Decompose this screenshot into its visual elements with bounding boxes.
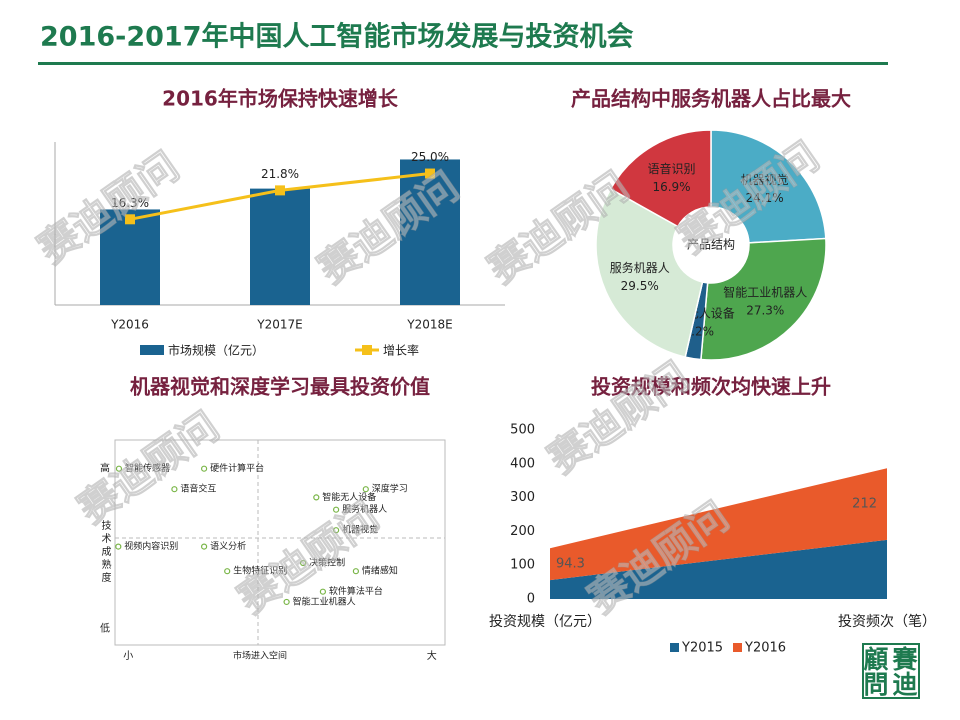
point: [224, 568, 231, 575]
y-tick-label: 500: [510, 423, 535, 438]
y-tick-label: 0: [527, 592, 535, 607]
logo: 賽迪顧問: [860, 643, 920, 699]
point-label: 生物特征识别: [233, 565, 287, 577]
point-label: 语义分析: [210, 540, 246, 552]
slide-title: 2016-2017年中国人工智能市场发展与投资机会: [40, 21, 634, 53]
point: [333, 506, 340, 513]
title-rule: [38, 62, 888, 65]
legend-label: Y2016: [744, 641, 786, 656]
area: [550, 539, 887, 599]
y-tick-label: 低: [100, 622, 110, 635]
pie-slice: [595, 187, 704, 358]
slice-label: 智能工业机器人: [723, 285, 807, 300]
plot-frame: [114, 439, 446, 646]
point-label: 软件算法平台: [329, 585, 383, 597]
legend-swatch: [140, 345, 164, 355]
point: [319, 588, 326, 595]
slice-value: 24.1%: [746, 191, 784, 205]
slice-label: 机器视觉: [741, 172, 789, 187]
y-axis-label: 技术成熟度: [99, 519, 111, 585]
slice-label: 语音识别: [647, 161, 695, 176]
pie-slice: [609, 129, 712, 228]
y-tick-label: 300: [510, 490, 535, 505]
point-label: 深度学习: [372, 483, 408, 495]
bar: [100, 209, 160, 305]
point-label: 决策控制: [309, 557, 345, 569]
point: [201, 465, 208, 472]
watermark: 赛迪顾问: [540, 354, 697, 483]
x-tick-label: 投资频次（笔）: [838, 614, 936, 630]
point-label: 情绪感知: [362, 565, 398, 577]
point-label: 硬件计算平台: [210, 462, 264, 474]
legend-label: 增长率: [383, 343, 419, 358]
y-tick-label: 400: [510, 456, 535, 471]
chart-title: 产品结构中服务机器人占比最大: [571, 87, 851, 111]
point-label: 智能工业机器人: [293, 595, 356, 607]
y-tick-label: 200: [510, 524, 535, 539]
legend-label: 市场规模（亿元）: [168, 343, 264, 358]
point: [352, 568, 359, 575]
point-label: 服务机器人: [342, 503, 387, 515]
slice-value: 16.9%: [652, 180, 690, 194]
point: [115, 543, 122, 550]
y-tick-label: 100: [510, 558, 535, 573]
point-label: 机器视觉: [342, 524, 378, 536]
center-label: 产品结构: [687, 237, 735, 252]
point-label: 视频内容识别: [124, 540, 178, 552]
data-label: 21.8%: [261, 167, 299, 181]
chart-title: 投资规模和频次均快速上升: [591, 375, 831, 399]
point-label: 语音交互: [180, 483, 216, 495]
point: [115, 465, 123, 472]
data-label: 212: [852, 497, 877, 512]
legend-label: Y2015: [681, 641, 723, 656]
line-marker: [125, 214, 135, 225]
point: [171, 486, 178, 493]
data-label: 94.3: [556, 557, 585, 572]
chart-title: 2016年市场保持快速增长: [162, 87, 399, 111]
legend-swatch: [362, 345, 372, 355]
line-marker: [275, 185, 285, 196]
x-tick-label: 投资规模（亿元）: [489, 614, 601, 630]
point: [283, 598, 290, 606]
point: [201, 543, 208, 550]
point-label: 智能无人设备: [322, 491, 376, 503]
point: [313, 494, 320, 501]
pie-slice: [700, 237, 827, 361]
slice-value: 27.3%: [746, 304, 784, 318]
x-tick-label: Y2017E: [256, 318, 302, 332]
bar: [400, 159, 460, 305]
point-label: 智能传感器: [125, 462, 170, 474]
data-label: 16.3%: [111, 196, 149, 210]
x-tick-label: 小: [123, 650, 133, 662]
x-axis-label: 市场进入空间: [233, 650, 287, 662]
legend-swatch: [733, 643, 742, 652]
point: [362, 486, 369, 493]
slice-label: 服务机器人: [610, 260, 670, 275]
pie-slice: [710, 129, 827, 244]
legend-swatch: [670, 643, 679, 652]
chart-title: 机器视觉和深度学习最具投资价值: [130, 375, 430, 399]
line-marker: [425, 168, 435, 179]
x-tick-label: 大: [427, 649, 437, 662]
y-tick-label: 高: [100, 462, 110, 475]
slice-value: 29.5%: [621, 279, 659, 293]
point: [333, 527, 340, 534]
data-label: 25.0%: [411, 150, 449, 164]
bar: [250, 188, 310, 305]
x-tick-label: Y2018E: [406, 318, 452, 332]
area: [550, 468, 887, 581]
x-tick-label: Y2016: [110, 318, 149, 332]
point: [300, 559, 307, 567]
